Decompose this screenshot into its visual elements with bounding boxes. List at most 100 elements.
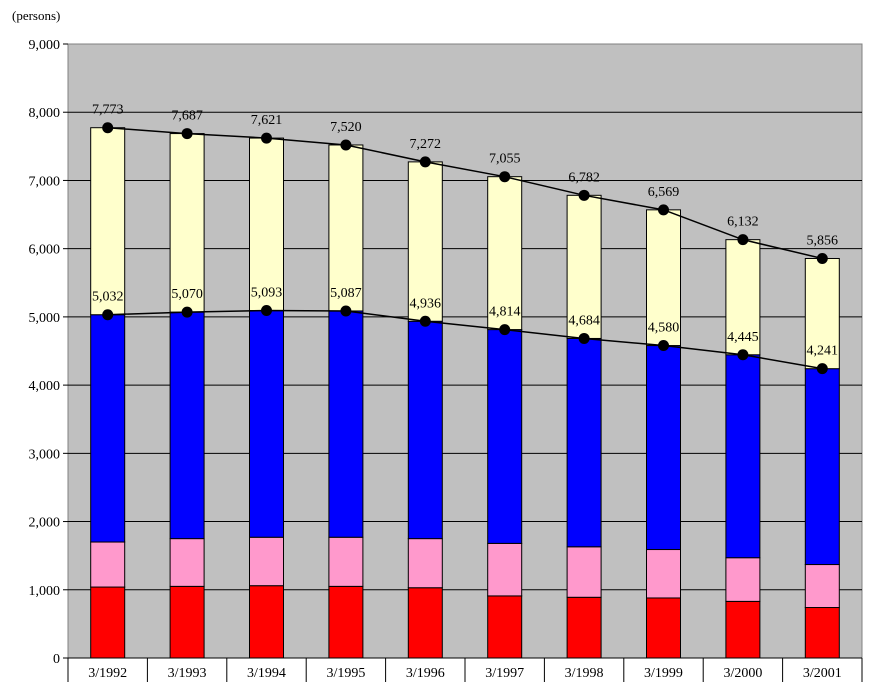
bar-segment-4 [169,133,205,313]
line-point [737,349,749,361]
total-lines [102,122,828,375]
bar-segment-2 [249,536,284,587]
line-point [578,189,590,201]
data-label: 4,580 [648,321,680,336]
bar-segment-4 [249,137,284,312]
bar-segment-2 [566,546,602,598]
bar-segment-2 [407,538,443,589]
data-label: 5,032 [92,290,124,305]
data-label: 6,782 [568,170,600,185]
x-tick-label: 3/1996 [406,666,445,681]
x-tick-label: 3/1993 [168,666,207,681]
data-label: 7,773 [92,103,124,118]
bar-segment-2 [804,564,840,609]
data-label: 6,569 [648,185,680,200]
data-label: 4,684 [568,313,600,328]
line-point [578,332,590,344]
data-label: 4,241 [807,344,839,359]
bar-segment-2 [328,536,364,587]
data-label: 7,272 [410,137,442,152]
line-point [181,128,193,140]
bar-segment-3 [328,310,364,538]
total-line-1 [107,126,823,260]
line-point [419,156,431,168]
bar-segment-3 [804,368,840,566]
data-label: 7,687 [171,109,203,124]
bar-segment-2 [487,542,523,597]
data-labels: 7,773 7,687 7,621 7,520 7,272 7,055 6,782 6,569… [92,103,838,359]
bar-segment-3 [566,337,602,548]
data-label: 6,132 [727,215,759,230]
data-label: 4,445 [727,330,759,345]
bar-segment-2 [90,541,126,588]
line-point [658,204,669,216]
data-label: 4,936 [410,296,442,311]
line-point [102,122,114,134]
data-label: 5,070 [171,287,203,302]
bar-segment-3 [90,314,126,543]
y-tick-label: 9,000 [29,38,61,53]
bar-segment-1 [566,596,602,659]
bar-segment-3 [407,320,443,540]
bar-segment-1 [487,595,523,659]
y-tick-label: 8,000 [29,106,61,121]
data-label: 5,856 [807,233,839,248]
x-tick-label: 3/1992 [88,666,127,681]
bar-segment-3 [249,310,284,538]
bar-segment-4 [487,176,523,331]
y-unit-label: (persons) [12,8,60,23]
total-line-2 [107,309,823,370]
data-label: 7,520 [330,120,362,135]
bar-segment-1 [407,587,443,659]
data-label: 7,621 [251,113,283,128]
bar-segment-3 [169,311,205,540]
bar-segment-1 [804,607,840,659]
bar-segment-1 [646,597,681,659]
bar-segment-2 [725,557,761,602]
y-tick-label: 2,000 [29,516,61,531]
bar-segment-3 [646,345,681,551]
line-point [340,305,352,317]
line-point [658,340,669,352]
y-tick-label: 5,000 [29,311,61,326]
line-point [340,139,352,151]
y-tick-label: 7,000 [29,174,61,189]
bar-segment-1 [169,585,205,659]
bar-segment-1 [725,600,761,659]
x-tick-label: 3/1997 [485,666,524,681]
bar-segment-1 [249,585,284,659]
bar-segment-1 [328,585,364,659]
line-point [499,324,511,336]
y-tick-label: 3,000 [29,447,61,462]
line-point [181,306,193,318]
line-point [419,315,431,327]
x-tick-label: 3/2001 [803,666,842,681]
y-tick-label: 1,000 [29,584,61,599]
data-label: 7,055 [489,152,521,167]
bar-segment-3 [725,354,761,559]
line-point [499,171,511,183]
bar-segment-2 [646,549,681,599]
line-point [816,252,828,264]
data-label: 5,087 [330,286,362,301]
bar-segment-2 [169,538,205,587]
y-tick-label: 4,000 [29,379,61,394]
line-point [261,305,272,317]
y-tick-label: 6,000 [29,243,61,258]
line-point [261,132,272,144]
x-tick-label: 3/1995 [326,666,365,681]
x-tick-label: 3/1994 [247,666,286,681]
bar-segment-3 [487,329,523,544]
x-axis: 3/1992 3/1993 3/1994 3/1995 3/1996 3/1997 3/19… [67,657,863,682]
x-tick-label: 3/2000 [723,666,762,681]
line-point [102,309,114,321]
bar-segment-1 [90,586,126,659]
x-tick-label: 3/1998 [565,666,604,681]
data-label: 5,093 [251,286,283,301]
y-tick-label: 0 [53,652,60,667]
x-tick-label: 3/1999 [644,666,683,681]
line-point [816,363,828,375]
bar-segment-4 [90,127,126,316]
bar-segment-4 [328,144,364,312]
